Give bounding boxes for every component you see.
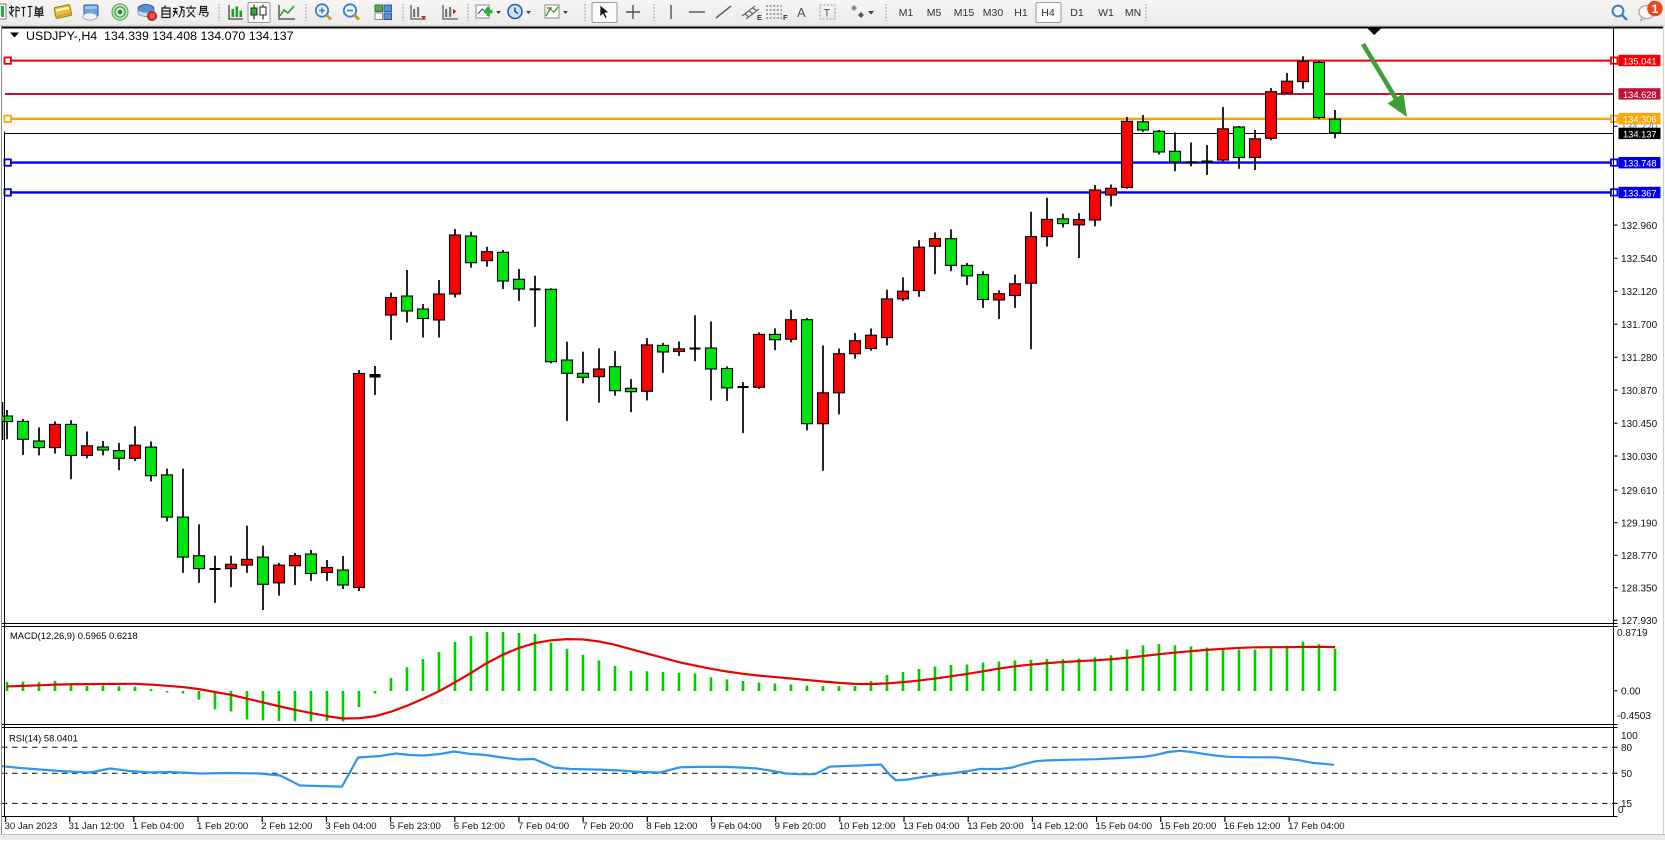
svg-text:3 Feb 04:00: 3 Feb 04:00	[325, 821, 376, 832]
svg-text:1 Feb 20:00: 1 Feb 20:00	[197, 821, 248, 832]
svg-text:127.930: 127.930	[1621, 616, 1658, 627]
svg-text:0.00: 0.00	[1621, 687, 1641, 698]
svg-text:130.450: 130.450	[1621, 419, 1658, 430]
svg-text:13 Feb 04:00: 13 Feb 04:00	[903, 821, 960, 832]
svg-text:16 Feb 12:00: 16 Feb 12:00	[1224, 821, 1281, 832]
svg-text:135.041: 135.041	[1623, 56, 1657, 66]
svg-text:H4: H4	[1041, 7, 1055, 19]
svg-text:50: 50	[1621, 769, 1633, 780]
svg-text:6 Feb 12:00: 6 Feb 12:00	[454, 821, 505, 832]
svg-text:15: 15	[1621, 799, 1633, 810]
svg-text:H1: H1	[1014, 7, 1028, 19]
svg-text:14 Feb 12:00: 14 Feb 12:00	[1031, 821, 1088, 832]
svg-text:131.280: 131.280	[1621, 353, 1658, 364]
svg-text:2 Feb 12:00: 2 Feb 12:00	[261, 821, 312, 832]
svg-text:100: 100	[1621, 731, 1638, 742]
svg-text:-0.4503: -0.4503	[1617, 711, 1651, 722]
svg-text:129.190: 129.190	[1621, 519, 1658, 530]
svg-text:134.220: 134.220	[1621, 122, 1658, 133]
svg-text:9 Feb 04:00: 9 Feb 04:00	[710, 821, 761, 832]
svg-text:E: E	[757, 13, 762, 22]
svg-text:1 Feb 04:00: 1 Feb 04:00	[133, 821, 184, 832]
svg-text:31 Jan 12:00: 31 Jan 12:00	[69, 821, 124, 832]
svg-text:133.748: 133.748	[1623, 159, 1657, 169]
svg-text:D1: D1	[1070, 7, 1084, 19]
svg-text:F: F	[783, 13, 788, 22]
svg-text:134.306: 134.306	[1623, 115, 1657, 125]
svg-text:A: A	[797, 5, 806, 20]
svg-text:130.030: 130.030	[1621, 452, 1658, 463]
svg-text:W1: W1	[1098, 7, 1114, 19]
svg-text:M5: M5	[927, 7, 942, 19]
svg-text:132.540: 132.540	[1621, 254, 1658, 265]
svg-text:MACD(12,26,9) 0.5965 0.6218: MACD(12,26,9) 0.5965 0.6218	[10, 630, 138, 641]
svg-text:128.350: 128.350	[1621, 584, 1658, 595]
svg-text:USDJPY-,H4 134.339 134.408 13: USDJPY-,H4 134.339 134.408 134.070 134.1…	[26, 29, 294, 43]
svg-text:134.628: 134.628	[1623, 90, 1657, 100]
svg-text:134.137: 134.137	[1623, 129, 1657, 139]
svg-text:8 Feb 12:00: 8 Feb 12:00	[646, 821, 697, 832]
svg-text:5 Feb 23:00: 5 Feb 23:00	[390, 821, 441, 832]
svg-text:80: 80	[1621, 743, 1633, 754]
svg-text:13 Feb 20:00: 13 Feb 20:00	[967, 821, 1024, 832]
svg-text:129.610: 129.610	[1621, 486, 1658, 497]
svg-text:15 Feb 04:00: 15 Feb 04:00	[1096, 821, 1153, 832]
svg-text:1: 1	[1652, 2, 1659, 16]
svg-text:9 Feb 20:00: 9 Feb 20:00	[775, 821, 826, 832]
svg-text:132.120: 132.120	[1621, 287, 1658, 298]
svg-text:MN: MN	[1125, 7, 1141, 19]
svg-text:0: 0	[1618, 805, 1624, 816]
svg-text:130.870: 130.870	[1621, 386, 1658, 397]
svg-text:10 Feb 12:00: 10 Feb 12:00	[839, 821, 896, 832]
svg-text:0.8719: 0.8719	[1617, 628, 1648, 639]
svg-text:M15: M15	[954, 7, 975, 19]
svg-text:128.770: 128.770	[1621, 551, 1658, 562]
svg-text:T: T	[824, 8, 831, 20]
svg-text:RSI(14) 58.0401: RSI(14) 58.0401	[9, 733, 78, 744]
svg-text:17 Feb 04:00: 17 Feb 04:00	[1288, 821, 1345, 832]
svg-text:15 Feb 20:00: 15 Feb 20:00	[1160, 821, 1217, 832]
svg-text:M1: M1	[899, 7, 914, 19]
svg-text:131.700: 131.700	[1621, 320, 1658, 331]
svg-text:M30: M30	[983, 7, 1004, 19]
svg-text:7 Feb 20:00: 7 Feb 20:00	[582, 821, 633, 832]
svg-text:30 Jan 2023: 30 Jan 2023	[5, 821, 58, 832]
svg-text:132.960: 132.960	[1621, 221, 1658, 232]
svg-text:7 Feb 04:00: 7 Feb 04:00	[518, 821, 569, 832]
svg-text:133.367: 133.367	[1623, 188, 1657, 198]
